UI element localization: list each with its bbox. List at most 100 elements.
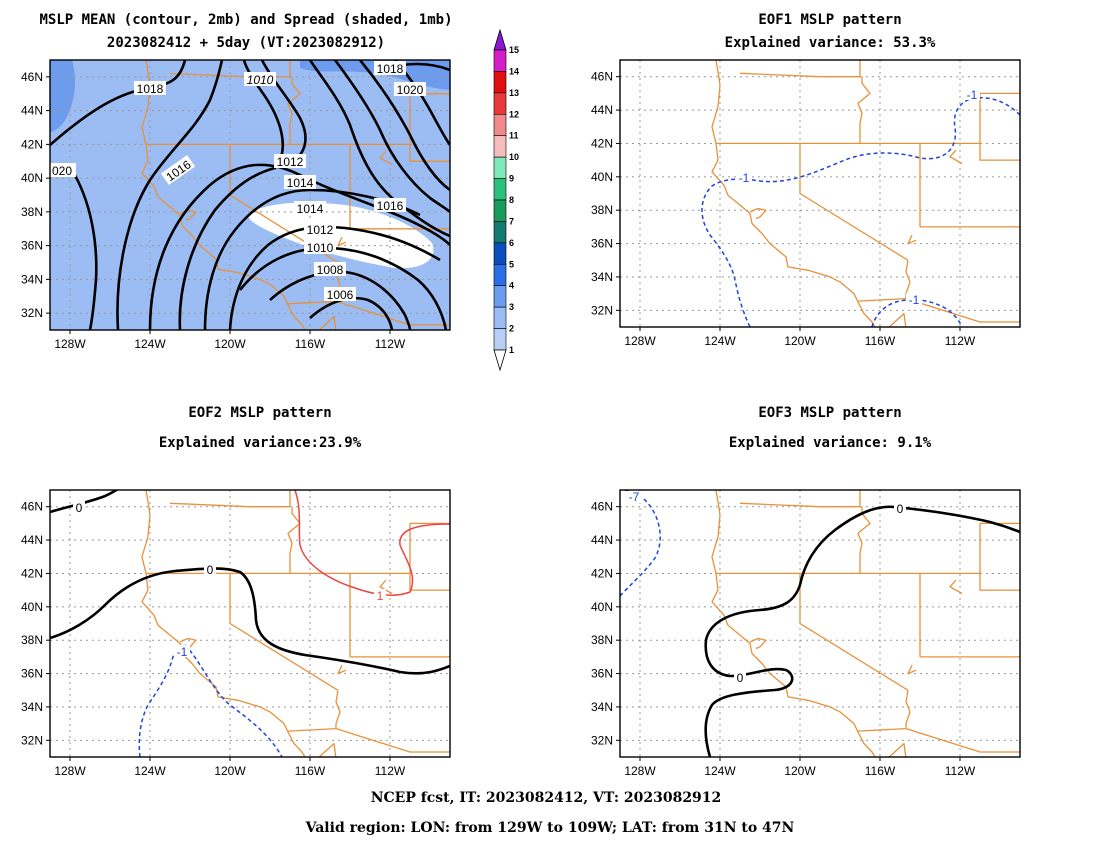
colorbar-label: 7 bbox=[509, 216, 514, 226]
state-border bbox=[857, 260, 911, 302]
colorbar-bin bbox=[493, 178, 507, 201]
isobar-1014-center bbox=[203, 188, 421, 330]
lon-tick-label: 112W bbox=[945, 764, 976, 778]
state-border bbox=[335, 727, 450, 753]
contour-label: 1020 bbox=[397, 83, 424, 97]
contour-label: -1 bbox=[177, 645, 188, 659]
isobar-1014-west bbox=[178, 60, 284, 330]
eof2-zero-contour bbox=[50, 567, 450, 675]
panel-eof3-subtitle: Explained variance: 9.1% bbox=[729, 435, 932, 451]
state-border bbox=[905, 297, 1020, 323]
lon-tick-label: 128W bbox=[54, 337, 86, 351]
state-border bbox=[337, 236, 347, 247]
lat-tick-label: 32N bbox=[21, 733, 43, 747]
contour-label: 1014 bbox=[287, 176, 314, 190]
lon-tick-label: 112W bbox=[945, 334, 976, 348]
mslp-mean-contours bbox=[50, 60, 450, 330]
lat-lon-grid bbox=[620, 490, 1020, 757]
state-border bbox=[799, 143, 909, 261]
state-border bbox=[739, 502, 860, 508]
lat-tick-label: 36N bbox=[21, 239, 43, 253]
isobar-1016-east bbox=[333, 60, 450, 213]
lat-tick-label: 46N bbox=[21, 500, 43, 514]
colorbar-bin bbox=[493, 49, 507, 72]
isobar-1010 bbox=[238, 246, 448, 330]
colorbar-label: 8 bbox=[509, 195, 514, 205]
contour-label: 1016 bbox=[377, 199, 404, 213]
panel-eof3-frame bbox=[619, 489, 1021, 758]
lon-tick-label: 124W bbox=[704, 334, 736, 348]
state-border bbox=[979, 93, 1020, 161]
axis-tick-labels: 128W 124W 120W 116W 112W 46N 44N 42N 40N 38N 36N 34… bbox=[21, 500, 406, 778]
lat-tick-label: 42N bbox=[591, 136, 613, 150]
panel-eof1-frame bbox=[619, 59, 1021, 328]
state-border bbox=[287, 690, 341, 732]
contour-label: 020 bbox=[52, 164, 72, 178]
contour-label: -1 bbox=[967, 88, 978, 102]
mslp-contour-labels: 020 1018 1016 1010 1018 1020 1012 1014 1… bbox=[48, 61, 426, 302]
colorbar-label: 6 bbox=[509, 238, 514, 248]
coastline bbox=[141, 490, 306, 757]
colorbar-label: 1 bbox=[509, 345, 514, 355]
colorbar-label: 10 bbox=[509, 152, 519, 162]
colorbar-top-arrow bbox=[493, 28, 507, 51]
colorbar-bottom-arrow bbox=[493, 349, 507, 372]
colorbar-label: 9 bbox=[509, 174, 514, 184]
lat-tick-label: 40N bbox=[591, 170, 613, 184]
axis-tick-labels: 128W 124W 120W 116W 112W 46N 44N 42N 40N 38N 36N 34… bbox=[591, 500, 976, 778]
lat-tick-label: 32N bbox=[21, 306, 43, 320]
contour-label: 1012 bbox=[307, 223, 334, 237]
state-border bbox=[318, 315, 337, 330]
state-border bbox=[888, 742, 907, 757]
contour-label: 0 bbox=[737, 671, 744, 685]
lat-tick-label: 38N bbox=[591, 203, 613, 217]
colorbar-bin bbox=[493, 92, 507, 115]
contour-label: 1008 bbox=[317, 263, 344, 277]
coastline-and-borders bbox=[711, 490, 1020, 757]
coastline-and-borders bbox=[141, 490, 450, 757]
contour-label: 0 bbox=[76, 501, 83, 515]
panel-mslp-mean: MSLP MEAN (contour, 2mb) and Spread (sha… bbox=[21, 12, 453, 351]
state-border bbox=[799, 573, 909, 691]
colorbar-bin bbox=[493, 221, 507, 244]
lat-tick-label: 34N bbox=[591, 270, 613, 284]
lat-tick-label: 44N bbox=[21, 533, 43, 547]
state-border bbox=[949, 579, 963, 595]
contour-label: 1010 bbox=[307, 241, 334, 255]
lat-tick-label: 32N bbox=[591, 733, 613, 747]
contour-label: 1006 bbox=[327, 288, 354, 302]
state-border bbox=[229, 573, 339, 691]
bay-outline bbox=[749, 207, 767, 220]
lat-tick-label: 44N bbox=[591, 533, 613, 547]
panel-eof1-title: EOF1 MSLP pattern bbox=[758, 12, 901, 28]
contour-label: 1012 bbox=[277, 155, 304, 169]
contour-label: -7 bbox=[629, 490, 640, 504]
lat-tick-label: 34N bbox=[591, 700, 613, 714]
lon-tick-label: 116W bbox=[865, 334, 896, 348]
lat-tick-label: 40N bbox=[21, 600, 43, 614]
colorbar-label: 11 bbox=[509, 131, 519, 141]
panel-mean-title: MSLP MEAN (contour, 2mb) and Spread (sha… bbox=[39, 12, 452, 28]
lat-tick-label: 36N bbox=[591, 237, 613, 251]
state-border bbox=[287, 506, 301, 574]
lon-tick-label: 124W bbox=[704, 764, 736, 778]
state-border bbox=[318, 742, 337, 757]
lat-lon-grid bbox=[620, 60, 1020, 327]
contour-label: 0 bbox=[207, 563, 214, 577]
lat-lon-grid bbox=[50, 490, 450, 757]
spread-level-2 bbox=[50, 60, 450, 330]
lon-tick-label: 112W bbox=[375, 764, 406, 778]
colorbar-label: 12 bbox=[509, 109, 519, 119]
state-border bbox=[888, 312, 907, 327]
isobar-1020-west bbox=[70, 169, 98, 330]
contour-label: 0 bbox=[897, 502, 904, 516]
lon-tick-label: 128W bbox=[624, 334, 656, 348]
colorbar-bin bbox=[493, 285, 507, 308]
eof2-zero-contour-north bbox=[50, 490, 120, 514]
state-border bbox=[857, 506, 871, 574]
eof1-contours bbox=[701, 96, 1020, 327]
coastline bbox=[711, 60, 876, 327]
lon-tick-label: 116W bbox=[295, 764, 326, 778]
